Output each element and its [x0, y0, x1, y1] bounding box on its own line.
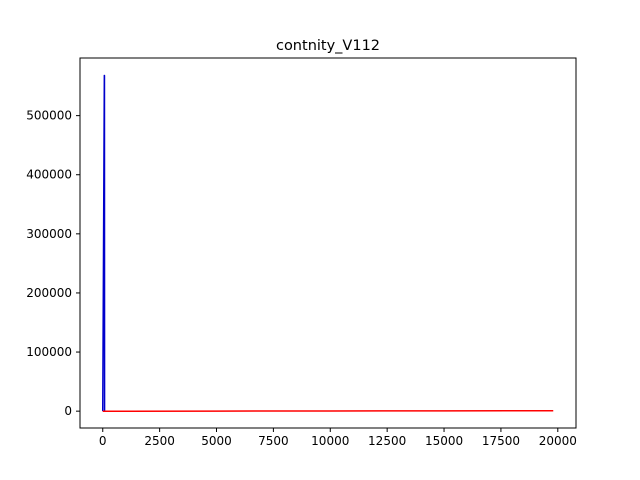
- x-tick-label: 17500: [482, 434, 520, 448]
- x-axis-ticks: 0 2500 5000 7500 10000 12500 15000 17500 20000: [99, 428, 577, 448]
- y-tick-label: 500000: [26, 109, 72, 123]
- x-tick-label: 10000: [311, 434, 349, 448]
- series-line-2: [102, 409, 554, 413]
- x-tick-label: 2500: [144, 434, 175, 448]
- y-tick-label: 0: [64, 404, 72, 418]
- y-tick-label: 400000: [26, 168, 72, 182]
- y-tick-label: 100000: [26, 345, 72, 359]
- y-tick-label: 200000: [26, 286, 72, 300]
- x-tick-label: 15000: [425, 434, 463, 448]
- x-tick-label: 0: [99, 434, 107, 448]
- y-tick-label: 300000: [26, 227, 72, 241]
- x-tick-label: 7500: [258, 434, 289, 448]
- x-tick-label: 20000: [539, 434, 577, 448]
- x-tick-label: 5000: [201, 434, 232, 448]
- plot-frame: [79, 57, 577, 429]
- series-line-1: [102, 74, 106, 412]
- y-axis-ticks: 0 100000 200000 300000 400000 500000: [26, 109, 80, 418]
- series-layer: [102, 74, 554, 413]
- chart-title: contnity_V112: [276, 38, 380, 54]
- x-tick-label: 12500: [368, 434, 406, 448]
